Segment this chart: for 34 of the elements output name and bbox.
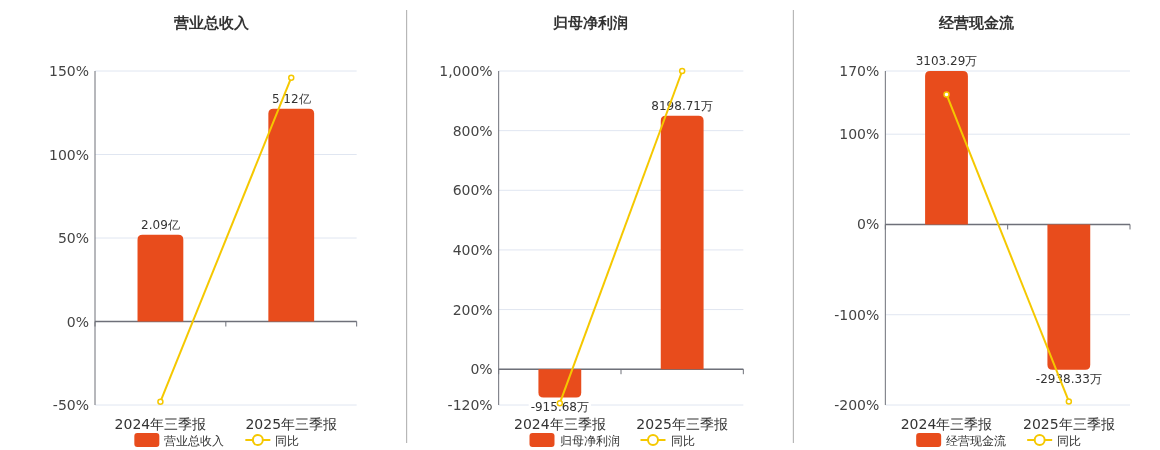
- chart-title: 归母净利润: [551, 14, 628, 32]
- y-tick-label: 100%: [48, 146, 89, 163]
- x-tick-label: 2025年三季报: [636, 416, 728, 432]
- x-tick-label: 2025年三季报: [245, 416, 338, 432]
- y-tick-label: 0%: [857, 216, 880, 233]
- data-label: 3103.29万: [915, 54, 978, 68]
- legend-label: 归母净利润: [559, 434, 620, 448]
- y-tick-label: 600%: [452, 182, 493, 199]
- x-tick-label: 2024年三季报: [114, 416, 207, 432]
- y-tick-label: -200%: [834, 397, 880, 413]
- legend-label: 同比: [670, 434, 695, 448]
- y-tick-label: 800%: [452, 122, 493, 139]
- y-tick-label: -120%: [447, 397, 493, 413]
- y-tick-label: 0%: [66, 313, 89, 330]
- chart-title: 经营现金流: [938, 14, 1016, 32]
- legend-label: 同比: [1057, 434, 1082, 448]
- x-tick-label: 2025年三季报: [1023, 416, 1115, 432]
- x-tick-label: 2024年三季报: [900, 416, 993, 432]
- y-tick-label: 100%: [839, 126, 880, 143]
- x-tick-label: 2024年三季报: [514, 416, 606, 432]
- chart-title: 营业总收入: [172, 14, 250, 32]
- legend-label: 经营现金流: [946, 434, 1007, 448]
- y-tick-label: 50%: [57, 230, 89, 246]
- y-tick-label: -50%: [52, 397, 89, 413]
- y-tick-label: 170%: [839, 63, 880, 79]
- y-tick-label: 0%: [470, 361, 493, 378]
- data-label: 2.09亿: [141, 217, 180, 232]
- legend-label: 同比: [275, 434, 300, 448]
- y-tick-label: 1,000%: [439, 63, 493, 79]
- y-tick-label: 150%: [48, 63, 89, 79]
- y-tick-label: 400%: [452, 241, 493, 258]
- y-tick-label: -100%: [834, 306, 880, 323]
- y-tick-label: 200%: [452, 301, 493, 318]
- legend-label: 营业总收入: [164, 434, 225, 448]
